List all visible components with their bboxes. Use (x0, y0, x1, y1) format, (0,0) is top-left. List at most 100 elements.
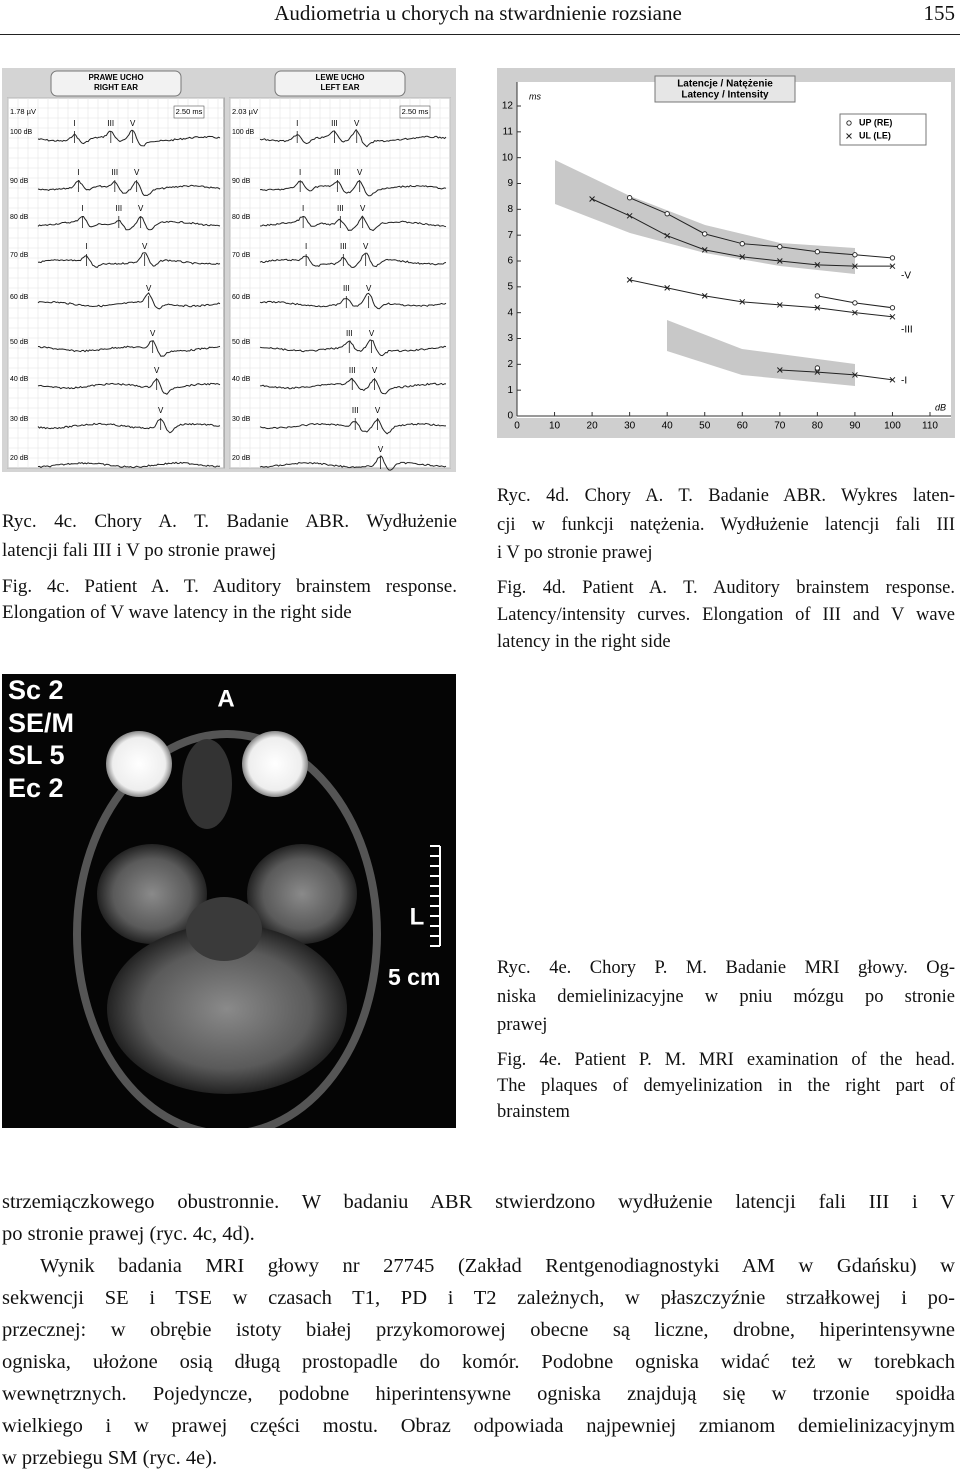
y-tick-label: 1 (507, 385, 513, 396)
waveform (259, 180, 447, 197)
temporal-lobe (97, 844, 207, 944)
data-point (852, 300, 858, 306)
level-label: 50 dB (10, 339, 29, 346)
peak-label: III (111, 168, 118, 177)
peak-label: I (73, 119, 75, 128)
peak-label: V (154, 366, 160, 375)
x-tick-label: 110 (922, 421, 938, 432)
y-tick-label: 2 (507, 359, 513, 370)
data-point (852, 263, 858, 270)
peak-label: III (331, 119, 338, 128)
waveform (37, 129, 221, 147)
panel-title: LEWE UCHO (316, 73, 365, 82)
level-label: 30 dB (232, 416, 251, 423)
wave-label: -III (901, 325, 913, 336)
peak-label: III (115, 204, 122, 213)
panel-tab (50, 70, 182, 97)
level-label: 30 dB (10, 416, 29, 423)
panel-tab (274, 70, 406, 97)
body-line: Wynik badania MRI głowy nr 27745 (Zakład… (40, 1255, 955, 1277)
peak-label: V (363, 242, 369, 251)
amplitude-scale: 2.03 µV (232, 107, 258, 116)
caption-line: latency in the right side (497, 632, 671, 652)
eye (242, 731, 308, 797)
data-point (814, 249, 821, 255)
panel-subtitle: LEFT EAR (320, 83, 359, 92)
wave-label: -I (901, 376, 907, 387)
waveform (259, 128, 447, 148)
data-point (852, 309, 858, 316)
caption-line: Ryc. 4d. Chory A. T. Badanie ABR. Wykres… (497, 486, 955, 506)
peak-label: I (77, 168, 79, 177)
level-label: 60 dB (10, 294, 29, 301)
peak-label: V (150, 329, 156, 338)
caption-line: Elongation of V wave latency in the righ… (2, 602, 352, 623)
y-tick-label: 7 (507, 230, 513, 241)
waveform (37, 252, 221, 268)
peak-label: III (343, 284, 350, 293)
data-point (589, 196, 595, 202)
orientation-label: A (217, 685, 234, 712)
y-tick-label: 12 (502, 101, 514, 112)
level-label: 20 dB (10, 455, 29, 462)
waveform (37, 418, 221, 434)
body-line: sekwencji SE i TSE w czasach T1, PD i T2… (2, 1287, 955, 1309)
data-point (701, 293, 708, 299)
caption-line: Fig. 4c. Patient A. T. Auditory brainste… (2, 576, 457, 597)
caption-line: niska demielinizacyjne w pniu mózgu po s… (497, 987, 955, 1007)
series-line (629, 279, 893, 318)
panel-title: PRAWE UCHO (88, 73, 143, 82)
peak-label: V (130, 119, 136, 128)
time-scale-box (173, 105, 205, 119)
x-tick-label: 30 (624, 421, 636, 432)
peak-label: V (369, 329, 375, 338)
data-point (814, 293, 821, 299)
peak-label: V (134, 168, 140, 177)
data-point (814, 262, 821, 268)
level-label: 80 dB (10, 214, 29, 221)
data-point (889, 255, 896, 261)
data-point (889, 313, 896, 320)
data-point (889, 376, 896, 383)
data-point (777, 244, 783, 250)
y-tick-label: 0 (507, 411, 513, 422)
data-point (889, 305, 896, 311)
peak-label: III (107, 119, 114, 128)
time-scale: 2.50 ms (176, 107, 203, 116)
waveform (259, 252, 447, 269)
level-label: 100 dB (10, 129, 33, 136)
body-line: w przebiegu SM (ryc. 4e). (2, 1447, 218, 1469)
y-axis-label: ms (529, 91, 541, 101)
data-point (664, 232, 671, 239)
waveform (259, 418, 446, 435)
scale-label: 5 cm (388, 964, 440, 990)
level-label: 20 dB (232, 455, 251, 462)
level-label: 80 dB (232, 214, 251, 221)
level-label: 70 dB (10, 252, 29, 259)
data-point (776, 367, 783, 373)
peak-label: I (305, 242, 307, 251)
waveform (37, 292, 221, 310)
y-tick-label: 4 (507, 307, 513, 318)
caption-line: The plaques of demyelinization in the ri… (497, 1076, 955, 1096)
level-label: 50 dB (232, 339, 251, 346)
caption-line: Latency/intensity curves. Elongation of … (497, 605, 955, 625)
level-label: 100 dB (232, 129, 255, 136)
y-tick-label: 6 (507, 256, 513, 267)
acquisition-label: SE/M (8, 708, 74, 738)
data-point (776, 258, 783, 264)
data-point (702, 231, 708, 237)
waveform (259, 292, 447, 310)
data-point (739, 254, 746, 260)
caption-line: prawej (497, 1015, 548, 1035)
caption-line: Fig. 4e. Patient P. M. MRI examination o… (497, 1050, 955, 1070)
y-tick-label: 5 (507, 281, 513, 292)
peak-label: I (85, 242, 87, 251)
peak-label: V (146, 284, 152, 293)
peak-label: V (354, 119, 360, 128)
peak-label: V (158, 406, 164, 415)
peak-label: I (299, 168, 301, 177)
data-point (739, 241, 745, 247)
data-point (814, 369, 821, 375)
title-box (654, 75, 796, 103)
